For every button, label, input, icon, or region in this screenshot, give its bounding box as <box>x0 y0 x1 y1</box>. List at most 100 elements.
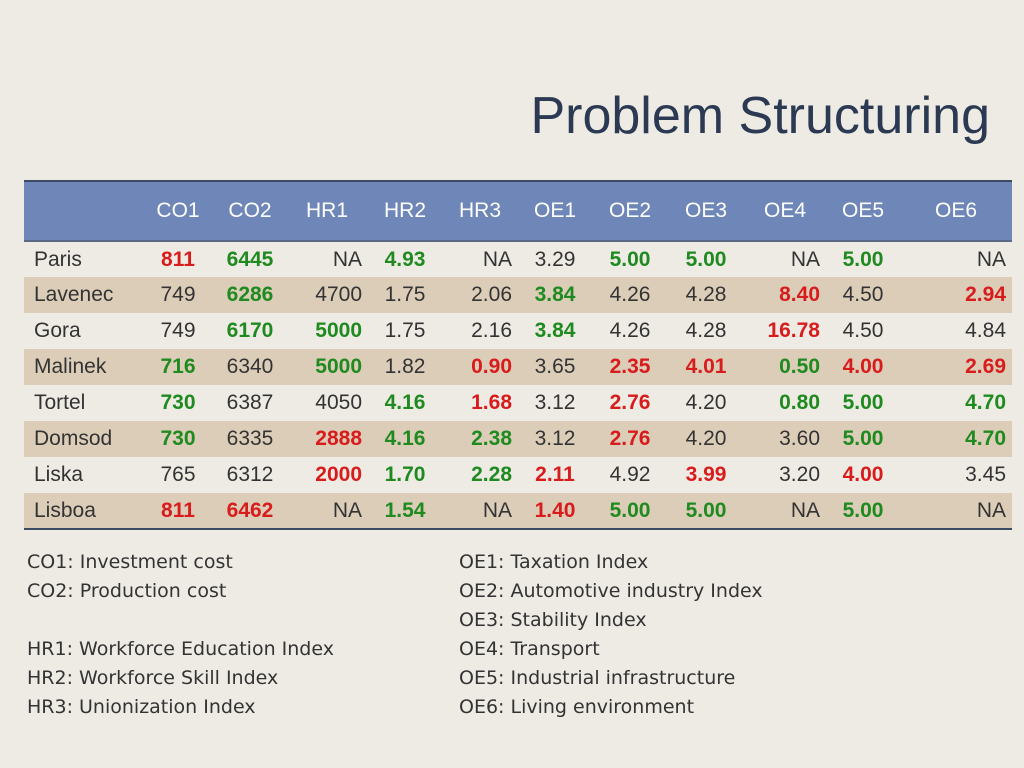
table-cell: NA <box>900 240 1012 277</box>
table-cell: 2.94 <box>965 283 1006 306</box>
legend-item: HR3: Unionization Index <box>27 696 256 718</box>
table-cell: 749 <box>160 319 196 342</box>
table-cell: 4.93 <box>368 240 442 277</box>
table-cell: 16.78 <box>767 319 820 342</box>
table-cell: 2.69 <box>965 355 1006 378</box>
table-cell: 0.50 <box>779 355 820 378</box>
table-row: Liska 765 6312 2000 1.70 2.28 2.11 4.92 3.99 3.20… <box>24 457 1012 493</box>
column-header: OE6 <box>900 180 1012 241</box>
table-cell: 5000 <box>315 319 362 342</box>
table-cell: 6340 <box>226 355 274 378</box>
table-cell: 1.54 <box>368 493 442 530</box>
table-cell: 5.00 <box>668 493 744 530</box>
table-row: Tortel 730 6387 4050 4.16 1.68 3.12 2.76 4.20 0.8… <box>24 385 1012 421</box>
legend-spacer <box>27 606 334 635</box>
table-cell: NA <box>900 493 1012 530</box>
table-cell: 6312 <box>226 463 274 486</box>
table-row: Gora 749 6170 5000 1.75 2.16 3.84 4.26 4.28 16.78… <box>24 313 1012 349</box>
table-cell: NA <box>744 493 826 530</box>
legend-item: OE4: Transport <box>459 638 600 660</box>
table-cell: 5.00 <box>826 493 900 530</box>
table-cell: 6387 <box>226 391 274 414</box>
table-cell: 4.26 <box>609 283 651 306</box>
table-cell: 4.92 <box>609 463 651 486</box>
table-cell: 6286 <box>226 283 274 306</box>
table-cell: NA <box>744 240 826 277</box>
column-header: OE3 <box>668 180 744 241</box>
table-cell: 2.11 <box>535 463 575 486</box>
column-header: CO2 <box>214 180 286 241</box>
table-cell: 4.26 <box>609 319 651 342</box>
table-cell: 6335 <box>226 427 274 450</box>
table-cell: 4.01 <box>685 355 727 378</box>
table-cell: 2.35 <box>609 355 651 378</box>
table-row: Paris 811 6445 NA 4.93 NA 3.29 5.00 5.00 NA 5.00 NA <box>24 240 1012 277</box>
table-cell: 3.12 <box>534 391 576 414</box>
table-cell: 6462 <box>214 493 286 530</box>
table-cell: 811 <box>142 240 214 277</box>
table-cell: 811 <box>142 493 214 530</box>
table-cell: 4.50 <box>842 283 884 306</box>
row-label: Liska <box>34 463 84 486</box>
table-cell: 3.65 <box>534 355 576 378</box>
table-cell: 1.75 <box>384 283 426 306</box>
table-cell: 3.84 <box>534 283 576 306</box>
table-cell: 716 <box>160 355 196 378</box>
legend-item: CO1: Investment cost <box>27 551 233 573</box>
table-cell: 5.00 <box>668 240 744 277</box>
legend-left: CO1: Investment cost CO2: Production cost… <box>27 548 334 722</box>
table-cell: 3.12 <box>534 427 576 450</box>
table-cell: 3.99 <box>685 463 727 486</box>
table-cell: 5.00 <box>826 240 900 277</box>
table-cell: 3.84 <box>534 319 576 342</box>
legend-item: OE1: Taxation Index <box>459 551 649 573</box>
table-cell: 2.16 <box>471 319 512 342</box>
table-cell: 4.16 <box>384 427 426 450</box>
table-cell: 1.82 <box>384 355 426 378</box>
table-cell: 0.90 <box>471 355 512 378</box>
row-label: Gora <box>34 319 81 342</box>
table-cell: 4050 <box>315 391 362 414</box>
table-cell: 1.70 <box>384 463 426 486</box>
table-cell: 2.06 <box>471 283 512 306</box>
table-cell: 3.29 <box>518 240 592 277</box>
row-label: Malinek <box>34 355 107 378</box>
table-cell: 6170 <box>226 319 274 342</box>
table-cell: 6445 <box>214 240 286 277</box>
page-title: Problem Structuring <box>530 87 990 145</box>
table-cell: NA <box>442 240 518 277</box>
table-cell: 5000 <box>315 355 362 378</box>
table-cell: 765 <box>160 463 196 486</box>
column-header: OE4 <box>744 180 826 241</box>
table-cell: 4700 <box>315 283 362 306</box>
table-cell: 4.50 <box>842 319 884 342</box>
table-row: Lisboa 811 6462 NA 1.54 NA 1.40 5.00 5.00 NA 5.00 N… <box>24 493 1012 530</box>
row-label: Lavenec <box>34 283 114 306</box>
table-cell: 2000 <box>315 463 362 486</box>
column-header: HR1 <box>286 180 368 241</box>
row-label: Domsod <box>34 427 113 450</box>
column-header: CO1 <box>142 180 214 241</box>
table-cell: 1.40 <box>518 493 592 530</box>
table-cell: NA <box>286 240 368 277</box>
table-cell: 730 <box>160 427 196 450</box>
legend-right: OE1: Taxation Index OE2: Automotive indus… <box>459 548 763 722</box>
table-cell: 3.45 <box>965 463 1006 486</box>
table-cell: 8.40 <box>779 283 820 306</box>
table-cell: 5.00 <box>592 240 668 277</box>
table-cell: 5.00 <box>592 493 668 530</box>
column-header: OE1 <box>518 180 592 241</box>
table-cell: 2888 <box>315 427 362 450</box>
table-cell: 4.20 <box>685 427 727 450</box>
table-cell: 749 <box>160 283 196 306</box>
table-cell: 1.75 <box>384 319 426 342</box>
table-row: Lavenec 749 6286 4700 1.75 2.06 3.84 4.26 4.28 8.… <box>24 277 1012 313</box>
table-cell: 2.38 <box>471 427 512 450</box>
legend-item: HR2: Workforce Skill Index <box>27 667 279 689</box>
table-header-row: CO1 CO2 HR1 HR2 HR3 OE1 OE2 OE3 OE4 OE5 OE6 <box>24 180 1012 241</box>
column-header: HR3 <box>442 180 518 241</box>
legend-item: OE6: Living environment <box>459 696 695 718</box>
table-cell: 2.76 <box>609 427 651 450</box>
legend-item: OE5: Industrial infrastructure <box>459 667 736 689</box>
table-cell: 4.84 <box>965 319 1006 342</box>
